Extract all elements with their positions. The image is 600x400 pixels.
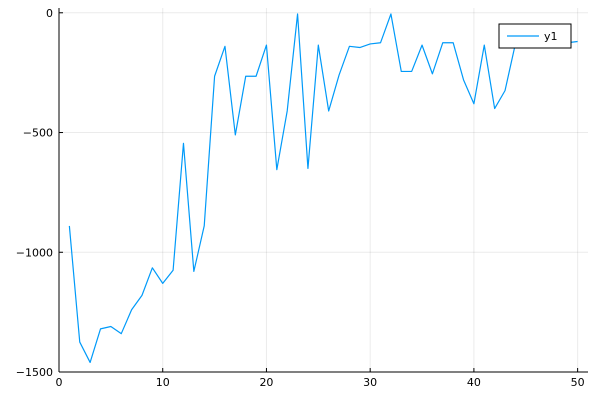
axes [59,8,588,372]
legend-label-y1: y1 [544,30,558,43]
legend: y1 [499,24,571,48]
series [69,14,577,362]
x-tick-label: 20 [259,376,273,389]
y-tick-label: 0 [46,7,53,20]
x-tick-label: 30 [363,376,377,389]
grid [59,8,588,372]
y-tick-label: −1500 [16,366,53,379]
y-tick-label: −500 [23,127,53,140]
tick-labels: 0 10 20 30 40 50 −1500 −1000 −500 0 [16,7,585,389]
x-tick-label: 50 [571,376,585,389]
x-tick-label: 40 [467,376,481,389]
x-tick-label: 10 [156,376,170,389]
y-tick-label: −1000 [16,246,53,259]
series-line-y1 [69,14,577,362]
x-tick-label: 0 [56,376,63,389]
